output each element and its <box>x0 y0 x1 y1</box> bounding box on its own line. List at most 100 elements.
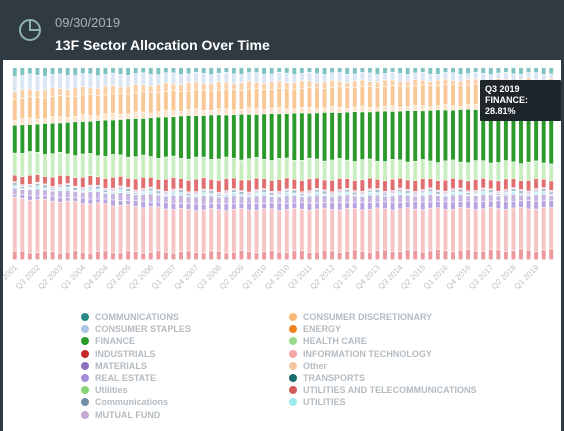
bar-segment-finance[interactable] <box>216 115 221 159</box>
bar-segment-communications[interactable] <box>35 184 40 186</box>
bar-segment-industrials[interactable] <box>390 179 395 191</box>
bar-segment-materials[interactable] <box>171 195 176 204</box>
bar-segment-real-estate[interactable] <box>307 203 312 211</box>
bar-segment-other[interactable] <box>269 108 274 114</box>
bar-segment-consumer-staples[interactable] <box>503 72 508 79</box>
bar-segment-finance[interactable] <box>443 110 448 161</box>
bar-segment-health-care[interactable] <box>88 153 93 176</box>
bar-segment-finance[interactable] <box>50 123 55 154</box>
bar-segment-information-technology[interactable] <box>435 208 440 250</box>
bar-segment-mutual-fund[interactable] <box>186 192 191 194</box>
bar-segment-health-care[interactable] <box>27 151 32 175</box>
bar-segment-materials[interactable] <box>179 195 183 204</box>
bar-segment-mutual-fund[interactable] <box>299 192 304 194</box>
bar-segment-communications[interactable] <box>118 187 123 190</box>
bar-segment-energy[interactable] <box>458 81 463 86</box>
bar-segment-materials[interactable] <box>398 195 403 203</box>
bar-segment-real-estate[interactable] <box>315 203 319 209</box>
bar-segment-industrials[interactable] <box>420 178 425 190</box>
bar-segment-health-care[interactable] <box>405 162 410 180</box>
bar-segment-industrials[interactable] <box>292 179 297 189</box>
bar-segment-communications[interactable] <box>435 191 440 194</box>
bar-segment-finance[interactable] <box>534 108 539 161</box>
bar-segment-real-estate[interactable] <box>398 202 403 209</box>
bar-segment-mutual-fund[interactable] <box>269 191 274 193</box>
bar-segment-consumer-discretionary[interactable] <box>209 91 214 110</box>
bar-segment-communications[interactable] <box>330 194 335 196</box>
bar-segment-industrials[interactable] <box>443 180 448 191</box>
bar-segment-health-care[interactable] <box>269 160 274 181</box>
bar-segment-materials[interactable] <box>458 194 463 202</box>
bar-segment-utilities-and-telecommunications[interactable] <box>194 252 199 260</box>
bar-segment-real-estate[interactable] <box>330 202 335 210</box>
bar-segment-consumer-discretionary[interactable] <box>330 87 335 107</box>
bar-segment-health-care[interactable] <box>65 154 70 176</box>
bar-segment-communications[interactable] <box>103 68 108 75</box>
bar-segment-real-estate[interactable] <box>352 202 357 209</box>
bar-segment-consumer-discretionary[interactable] <box>307 87 312 108</box>
bar-segment-communications[interactable] <box>133 68 138 74</box>
bar-segment-materials[interactable] <box>43 190 47 196</box>
bar-segment-real-estate[interactable] <box>269 203 274 209</box>
bar-segment-health-care[interactable] <box>126 157 131 178</box>
bar-segment-consumer-staples[interactable] <box>20 75 25 90</box>
bar-segment-health-care[interactable] <box>322 161 327 180</box>
bar-segment-finance[interactable] <box>345 112 350 160</box>
bar-segment-utilities[interactable] <box>541 191 546 194</box>
bar-segment-health-care[interactable] <box>466 163 471 181</box>
bar-segment-finance[interactable] <box>299 113 304 161</box>
bar-segment-consumer-staples[interactable] <box>118 74 123 87</box>
bar-segment-industrials[interactable] <box>58 175 63 185</box>
bar-segment-information-technology[interactable] <box>262 208 267 252</box>
bar-segment-utilities[interactable] <box>231 192 236 196</box>
bar-segment-information-technology[interactable] <box>216 210 221 251</box>
bar-segment-information-technology[interactable] <box>50 201 55 252</box>
bar-segment-materials[interactable] <box>231 195 236 204</box>
bar-segment-materials[interactable] <box>315 195 319 203</box>
bar-segment-industrials[interactable] <box>224 178 229 191</box>
bar-segment-materials[interactable] <box>20 189 25 195</box>
bar-segment-information-technology[interactable] <box>27 200 32 253</box>
bar-segment-information-technology[interactable] <box>375 208 380 251</box>
bar-segment-industrials[interactable] <box>428 178 433 188</box>
bar-segment-utilities-and-telecommunications[interactable] <box>284 252 289 260</box>
bar-segment-finance[interactable] <box>58 123 63 152</box>
bar-segment-other[interactable] <box>20 118 25 125</box>
bar-segment-consumer-discretionary[interactable] <box>383 87 387 106</box>
bar-segment-other[interactable] <box>420 106 425 111</box>
bar-segment-utilities-and-telecommunications[interactable] <box>367 252 372 260</box>
bar-segment-utilities-and-telecommunications[interactable] <box>413 250 418 260</box>
bar-segment-industrials[interactable] <box>299 180 304 192</box>
legend-item-transports[interactable]: TRANSPORTS <box>289 372 489 384</box>
bar-segment-utilities[interactable] <box>194 195 199 197</box>
bar-segment-real-estate[interactable] <box>35 196 40 200</box>
bar-segment-communications[interactable] <box>27 68 32 74</box>
bar-segment-industrials[interactable] <box>345 178 350 189</box>
bar-segment-communications[interactable] <box>398 68 403 74</box>
bar-segment-utilities-and-telecommunications[interactable] <box>156 251 161 260</box>
bar-segment-communications[interactable] <box>50 189 55 191</box>
bar-segment-consumer-discretionary[interactable] <box>35 97 40 119</box>
bar-segment-communications[interactable] <box>43 68 47 76</box>
bar-segment-finance[interactable] <box>360 112 365 160</box>
bar-segment-consumer-staples[interactable] <box>163 73 168 83</box>
bar-segment-real-estate[interactable] <box>148 202 153 207</box>
legend-item-utilities-and-telecommunications[interactable]: UTILITIES AND TELECOMMUNICATIONS <box>289 384 489 396</box>
bar-segment-energy[interactable] <box>428 81 433 86</box>
bar-segment-information-technology[interactable] <box>488 207 493 250</box>
bar-segment-real-estate[interactable] <box>50 196 55 201</box>
bar-segment-finance[interactable] <box>435 110 440 163</box>
bar-segment-mutual-fund[interactable] <box>420 189 425 193</box>
bar-segment-consumer-discretionary[interactable] <box>43 98 47 119</box>
bar-segment-real-estate[interactable] <box>503 201 508 210</box>
bar-segment-energy[interactable] <box>367 81 372 87</box>
bar-segment-utilities[interactable] <box>141 192 146 195</box>
bar-segment-finance[interactable] <box>254 114 259 158</box>
bar-segment-communications[interactable] <box>322 191 327 194</box>
bar-segment-energy[interactable] <box>292 83 297 89</box>
bar-segment-consumer-staples[interactable] <box>65 75 70 90</box>
bar-segment-utilities[interactable] <box>201 192 206 196</box>
bar-segment-consumer-staples[interactable] <box>390 72 395 80</box>
bar-segment-utilities-and-telecommunications[interactable] <box>458 250 463 260</box>
bar-segment-materials[interactable] <box>277 196 282 203</box>
